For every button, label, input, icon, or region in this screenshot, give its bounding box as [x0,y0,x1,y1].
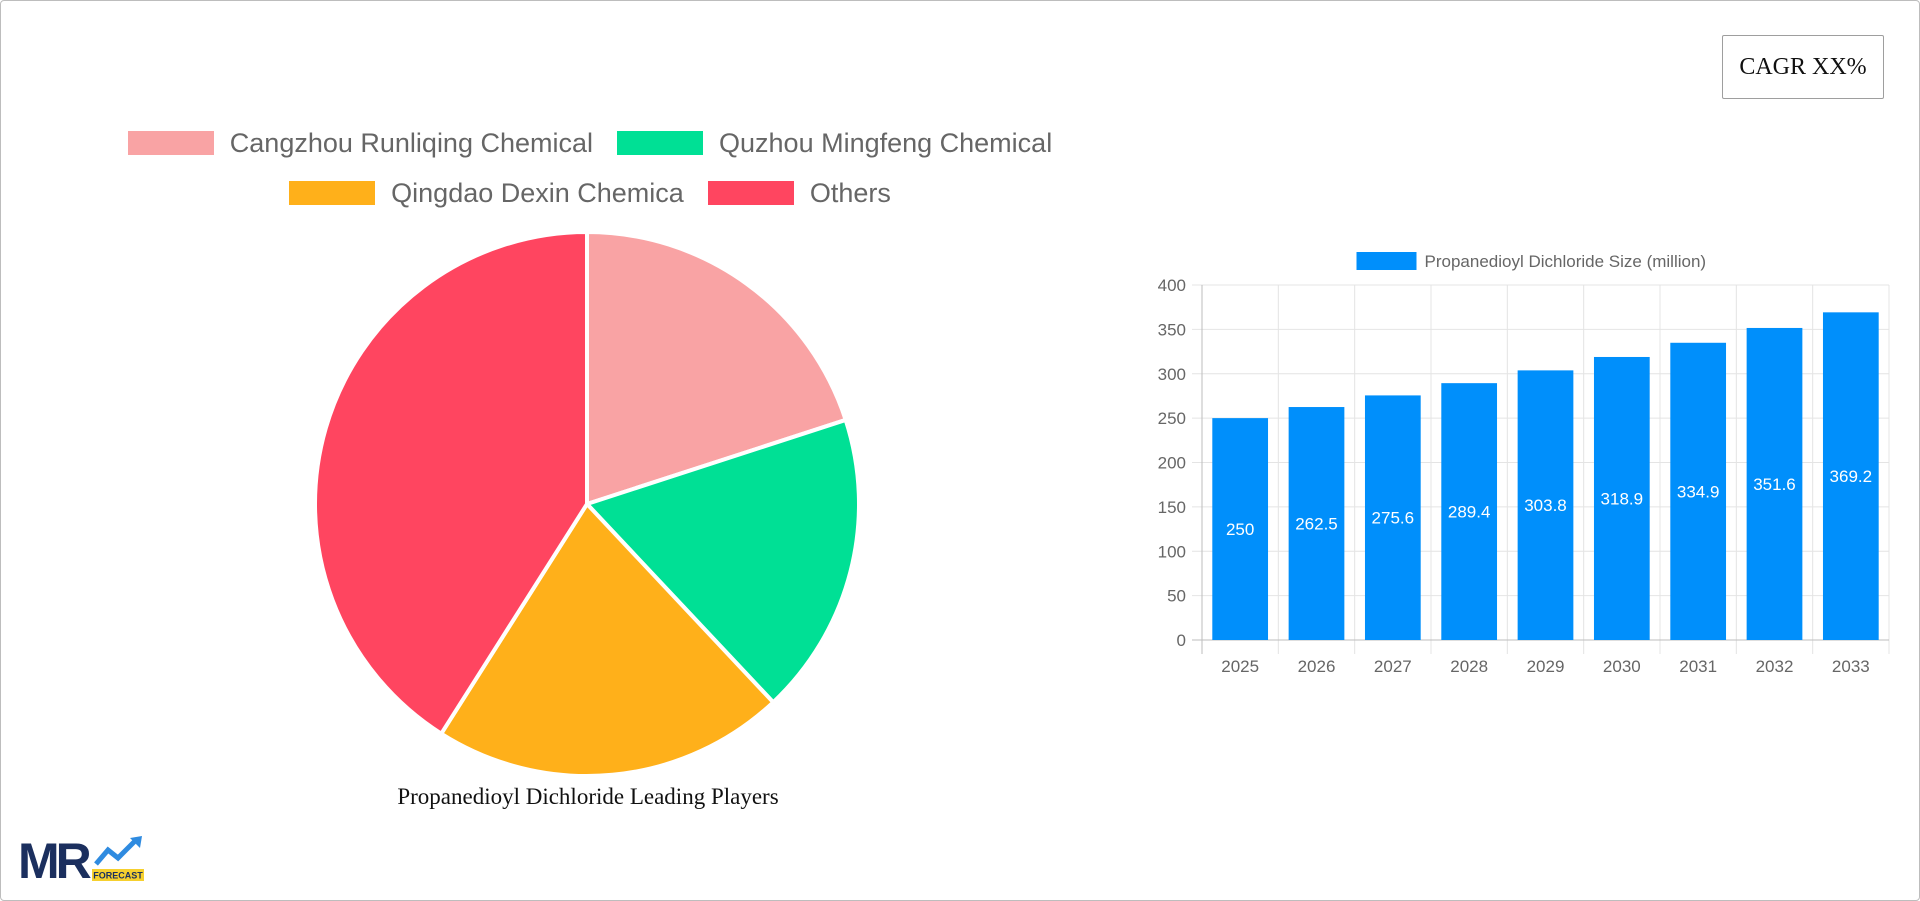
x-tick-label: 2025 [1221,657,1259,676]
mr-forecast-logo: MR FORECAST [18,834,144,884]
y-tick-label: 200 [1158,454,1186,473]
x-tick-label: 2033 [1832,657,1870,676]
bar[interactable] [1593,356,1650,640]
pie-slice[interactable] [585,229,849,507]
bar[interactable] [1441,383,1498,640]
bar-data-label: 351.6 [1753,475,1796,494]
x-tick-label: 2027 [1374,657,1412,676]
pie-legend-label: Others [809,177,891,208]
bar[interactable] [1364,395,1421,640]
bar[interactable] [1822,312,1879,640]
pie-legend-swatch [707,181,794,205]
bar-legend[interactable]: Propanedioyl Dichloride Size (million) [1356,252,1707,271]
x-tick-label: 2032 [1756,657,1794,676]
bar[interactable] [1670,342,1727,640]
bar-data-label: 275.6 [1372,509,1415,528]
pie-chart [313,229,861,778]
bar-data-label: 303.8 [1524,496,1567,515]
pie-legend-item[interactable]: Quzhou Mingfeng Chemical [617,128,1052,159]
bar-data-label: 262.5 [1295,515,1338,534]
pie-legend-swatch [127,131,214,155]
bar[interactable] [1746,327,1803,640]
bar[interactable] [1517,370,1574,640]
logo-badge-text: FORECAST [93,871,143,881]
bar-legend-swatch [1356,252,1417,270]
bar[interactable] [1288,407,1345,640]
pie-legend-label: Cangzhou Runliqing Chemical [229,127,594,158]
pie-legend-row-1: Cangzhou Runliqing Chemical Quzhou Mingf… [60,118,1120,168]
logo-badge [92,869,144,881]
pie-legend-item[interactable]: Cangzhou Runliqing Chemical [127,127,594,159]
pie-legend-swatch [289,181,376,205]
arrow-head-icon [130,836,142,848]
x-tick-label: 2030 [1603,657,1641,676]
bar-data-label: 334.9 [1677,482,1720,501]
pie-slice[interactable] [583,417,861,706]
bar-data-label: 250 [1226,520,1254,539]
bar-data-label: 369.2 [1830,467,1873,486]
pie-legend-item[interactable]: Qingdao Dexin Chemica [289,178,684,209]
pie-legend-row-2: Qingdao Dexin Chemica Others [60,168,1120,218]
bar[interactable] [1212,418,1269,640]
pie-legend-item[interactable]: Others [707,177,891,209]
y-tick-label: 100 [1158,542,1186,561]
y-tick-label: 50 [1167,587,1186,606]
bar-data-label: 318.9 [1601,489,1644,508]
trend-arrow-icon [94,838,138,866]
y-tick-label: 300 [1158,365,1186,384]
cagr-label: CAGR XX% [1739,53,1867,80]
pie-chart-title: Propanedioyl Dichloride Leading Players [397,784,779,809]
y-tick-label: 350 [1158,320,1186,339]
y-tick-label: 150 [1158,498,1186,517]
pie-slice[interactable] [313,229,589,737]
bar-chart: Propanedioyl Dichloride Size (million) 0 5… [1158,252,1890,676]
pie-slice[interactable] [438,500,777,778]
y-tick-label: 0 [1177,631,1186,650]
cagr-badge: CAGR XX% [1722,35,1884,99]
bar-legend-label: Propanedioyl Dichloride Size (million) [1425,252,1707,271]
pie-legend: Cangzhou Runliqing Chemical Quzhou Mingf… [60,118,1120,218]
x-tick-label: 2028 [1450,657,1488,676]
y-tick-label: 400 [1158,276,1186,295]
pie-legend-label: Qingdao Dexin Chemica [391,177,684,208]
x-tick-label: 2026 [1298,657,1336,676]
pie-legend-label: Quzhou Mingfeng Chemical [719,127,1053,158]
x-tick-label: 2029 [1527,657,1565,676]
bar-data-label: 289.4 [1448,503,1491,522]
pie-legend-swatch [617,131,704,155]
y-tick-label: 250 [1158,409,1186,428]
logo-text: MR [18,834,92,884]
x-tick-label: 2031 [1679,657,1717,676]
